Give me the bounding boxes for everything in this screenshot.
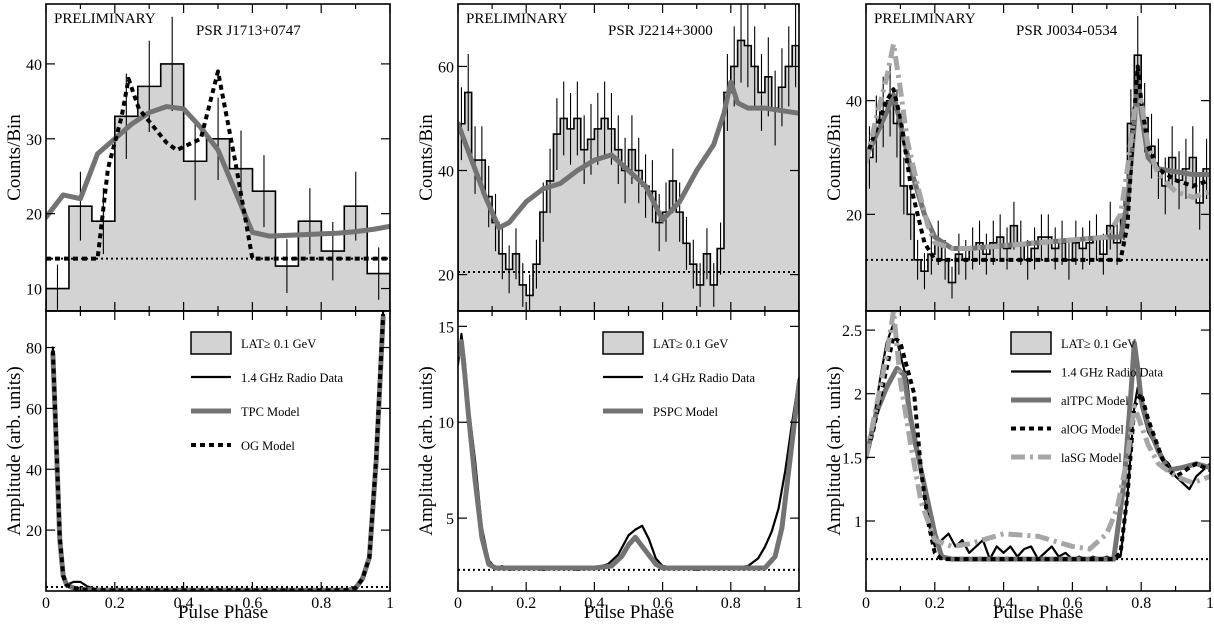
y-axis-label: Amplitude (arb. units) [416,366,437,535]
legend-label: PSPC Model [653,405,718,419]
legend-label: 1.4 GHz Radio Data [1061,366,1164,380]
y-tick-label: 15 [438,319,454,336]
y-tick-label: 20 [438,268,454,285]
legend-swatch [1010,331,1052,355]
model-curve-lasg [866,41,1210,251]
x-tick-label: 0.2 [105,595,125,612]
model-curve-tpc [46,104,390,239]
x-tick-label: 0.6 [653,595,673,612]
legend-label: TPC Model [241,405,300,419]
y-tick-label: 2.5 [842,323,862,340]
y-tick-label: 40 [846,94,862,111]
pulsar-name: PSR J1713+0747 [196,23,301,39]
panel-3-bottom: 1 1.5 2 2.5 Amplitude (arb. units) 0 0.2 0.4 0.6… [824,310,1214,612]
model-curve-alog [866,334,1210,562]
model-curve-lasg [866,311,1210,552]
x-tick-label: 0 [862,595,870,612]
y-axis-label: Amplitude (arb. units) [4,366,25,535]
pulsar-name: PSR J2214+3000 [608,23,713,39]
x-tick-label: 0.8 [311,595,331,612]
plot-area [458,332,799,572]
y-axis-label: Counts/Bin [824,114,845,201]
x-tick-label: 0 [42,595,50,612]
x-tick-label: 0.8 [1131,595,1151,612]
x-tick-label: 0.6 [242,595,262,612]
x-tick-label: 0.4 [584,595,604,612]
y-tick-label: 40 [26,462,42,479]
y-tick-label: 60 [26,401,42,418]
x-tick-label: 0.4 [174,595,194,612]
plot-area [46,16,390,311]
plot-area [866,311,1210,562]
preliminary-label: PRELIMINARY [54,11,156,27]
plot-area [458,4,799,311]
y-axis-label: Counts/Bin [416,114,437,201]
y-tick-label: 1.5 [842,450,862,467]
legend-label: LAT≥ 0.1 GeV [653,337,728,351]
x-axis-label-left: Pulse Phase [178,602,268,623]
legend-label: alOG Model [1061,423,1124,437]
y-tick-label: 30 [26,132,42,149]
legend-label: LAT≥ 0.1 GeV [1061,337,1136,351]
model-curve-pspc [458,79,799,231]
y-tick-label: 2 [854,387,862,404]
y-axis-label: Counts/Bin [4,114,25,201]
x-tick-label: 0.8 [721,595,741,612]
y-tick-label: 10 [26,282,42,299]
panel-2-bottom: 5 10 15 Amplitude (arb. units) 0 0.2 0.4 0.6 0.8… [416,310,803,612]
model-curve-pspc [458,339,799,571]
y-axis-label: Amplitude (arb. units) [824,366,845,535]
legend-label: laSG Model [1061,451,1122,465]
x-axis-label-middle: Pulse Phase [584,602,674,623]
legend-label: LAT≥ 0.1 GeV [241,337,316,351]
model-curve-og [866,64,1210,262]
x-tick-label: 0.2 [516,595,536,612]
y-tick-label: 40 [438,164,454,181]
y-tick-label: 5 [446,511,454,528]
y-tick-label: 10 [438,415,454,432]
preliminary-label: PRELIMINARY [874,11,976,27]
y-tick-label: 80 [26,341,42,358]
panel-1-top: 10 20 30 40 Counts/Bin PRELIMINARY PSR J1713+0… [4,3,391,312]
plot-area [866,15,1210,311]
pulsar-name: PSR J0034-0534 [1016,23,1118,39]
y-tick-label: 60 [438,59,454,76]
model-curve-og [50,313,386,591]
y-tick-label: 20 [26,207,42,224]
x-axis-label-right: Pulse Phase [993,602,1083,623]
legend-label: 1.4 GHz Radio Data [653,371,756,385]
y-tick-label: 1 [854,514,862,531]
x-tick-label: 1 [795,595,803,612]
model-curve-tpc [50,314,386,591]
model-curve-og [46,69,390,261]
x-tick-label: 1 [1206,595,1214,612]
model-curve-radio [458,332,799,572]
y-tick-label: 20 [846,207,862,224]
legend-swatch [190,331,232,355]
x-tick-label: 0.4 [994,595,1014,612]
legend-swatch [602,331,644,355]
legend-label: alTPC Model [1061,394,1129,408]
y-tick-label: 40 [26,57,42,74]
preliminary-label: PRELIMINARY [466,11,568,27]
legend-label: OG Model [241,439,295,453]
x-tick-label: 0 [454,595,462,612]
x-tick-label: 0.2 [925,595,945,612]
panel-2-top: 20 40 60 Counts/Bin PRELIMINARY PSR J2214+300… [416,3,800,312]
legend-label: 1.4 GHz Radio Data [241,371,344,385]
x-tick-label: 1 [386,595,394,612]
y-tick-label: 20 [26,523,42,540]
x-tick-label: 0.6 [1062,595,1082,612]
